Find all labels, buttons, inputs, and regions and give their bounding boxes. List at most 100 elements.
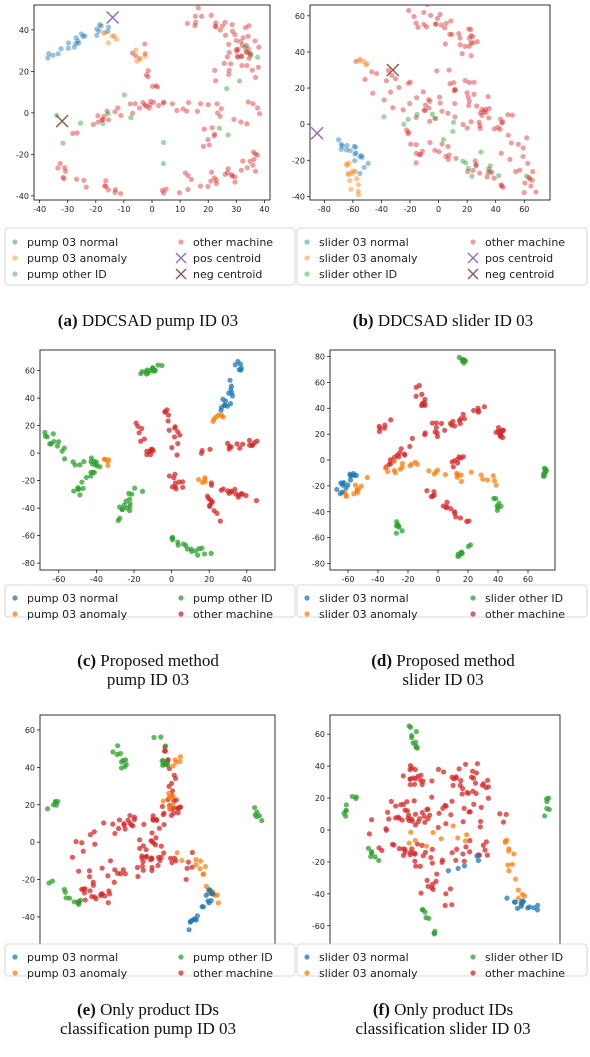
point-other-machine <box>103 178 109 184</box>
point-other-machine <box>143 72 149 78</box>
point-other-machine <box>420 853 426 859</box>
y-tick-label: 20 <box>25 422 35 431</box>
point-other-machine <box>448 18 454 24</box>
y-tick-label: 20 <box>295 84 305 93</box>
point-other-id <box>138 371 144 377</box>
caption-label: (f) <box>373 1000 390 1019</box>
point-other-machine <box>129 110 136 116</box>
point-other-machine <box>182 170 188 176</box>
point-other-machine <box>449 31 455 37</box>
point-other-machine <box>232 486 238 492</box>
point-normal <box>526 904 533 910</box>
point-other-machine <box>445 143 451 150</box>
point-other-machine <box>252 168 259 174</box>
point-other-machine <box>477 818 484 825</box>
point-other-machine <box>229 173 235 179</box>
y-tick-label: 20 <box>315 794 325 803</box>
point-other-id <box>60 140 66 146</box>
point-anomaly <box>506 868 512 874</box>
point-anomaly <box>408 829 414 835</box>
point-normal <box>206 900 212 906</box>
point-other-id <box>422 909 428 915</box>
caption-label: (c) <box>77 651 96 670</box>
point-other-machine <box>383 827 390 833</box>
point-anomaly <box>407 463 413 469</box>
point-other-machine <box>424 5 430 7</box>
point-other-id <box>399 528 405 534</box>
point-anomaly <box>105 40 112 46</box>
point-anomaly <box>391 458 397 464</box>
point-other-machine <box>419 809 425 816</box>
point-other-id <box>199 545 205 551</box>
point-other-machine <box>434 68 440 74</box>
point-other-machine <box>381 97 387 103</box>
point-other-id <box>478 149 484 155</box>
caption-line: (d) Proposed method <box>371 651 515 670</box>
legend-label: slider other ID <box>319 268 397 281</box>
point-other-id <box>71 899 77 905</box>
chart-panel-d: -60 -40 -20 0 20 40 60 -80 -60 -40 -20 0 20 40 60 80 sli… <box>296 349 588 689</box>
point-other-machine <box>435 824 441 831</box>
point-other-id <box>433 115 439 122</box>
point-other-machine <box>520 145 526 151</box>
legend-marker-normal <box>304 239 310 245</box>
y-tick-label: 40 <box>295 48 305 57</box>
point-other-id <box>463 160 469 166</box>
point-other-machine <box>485 795 492 801</box>
point-other-machine <box>405 129 412 135</box>
point-other-machine <box>521 190 527 196</box>
point-anomaly <box>352 168 358 175</box>
y-tick-label: -80 <box>22 559 35 568</box>
point-other-machine <box>425 883 431 889</box>
point-other-machine <box>453 774 459 780</box>
point-other-machine <box>234 441 240 447</box>
point-other-machine <box>238 167 244 173</box>
point-anomaly <box>101 456 107 462</box>
legend-marker-other-id <box>304 271 310 277</box>
point-other-id <box>498 503 504 510</box>
y-tick-label: 60 <box>25 726 35 735</box>
point-other-machine <box>491 126 497 132</box>
point-other-machine <box>479 112 485 118</box>
point-other-id <box>117 504 123 510</box>
point-anomaly <box>166 803 173 809</box>
point-other-machine <box>73 176 80 182</box>
point-other-machine <box>112 189 118 195</box>
x-tick-label: 0 <box>436 205 441 214</box>
point-other-id <box>46 880 52 886</box>
point-other-machine <box>485 784 492 790</box>
point-other-machine <box>205 102 211 108</box>
legend-label: neg centroid <box>193 268 262 281</box>
point-other-machine <box>155 862 161 869</box>
point-other-machine <box>407 762 413 769</box>
point-other-machine <box>530 168 536 175</box>
legend-marker-other-id <box>12 271 18 277</box>
point-normal <box>65 40 72 46</box>
point-other-id <box>541 473 547 479</box>
point-other-machine <box>407 849 414 855</box>
point-normal <box>343 147 349 153</box>
point-other-machine <box>92 841 98 847</box>
x-tick-label: -40 <box>375 205 388 214</box>
legend-marker-normal <box>12 595 18 601</box>
point-other-machine <box>439 141 445 147</box>
point-other-machine <box>81 890 88 896</box>
point-anomaly <box>442 472 449 478</box>
point-other-machine <box>524 135 530 141</box>
point-other-id <box>254 814 260 820</box>
point-other-machine <box>505 132 511 138</box>
point-other-machine <box>456 766 462 772</box>
point-other-machine <box>188 176 194 183</box>
point-other-machine <box>458 455 464 461</box>
caption-text: DDCSAD slider ID 03 <box>374 311 534 330</box>
legend-label: pos centroid <box>193 252 261 265</box>
point-other-machine <box>161 748 168 754</box>
point-other-id <box>343 802 349 808</box>
caption-line: (b) DDCSAD slider ID 03 <box>353 311 533 330</box>
point-other-machine <box>448 812 454 818</box>
x-tick-label: 40 <box>491 205 501 214</box>
point-other-machine <box>233 491 239 497</box>
legend-label: pump 03 anomaly <box>27 252 128 265</box>
